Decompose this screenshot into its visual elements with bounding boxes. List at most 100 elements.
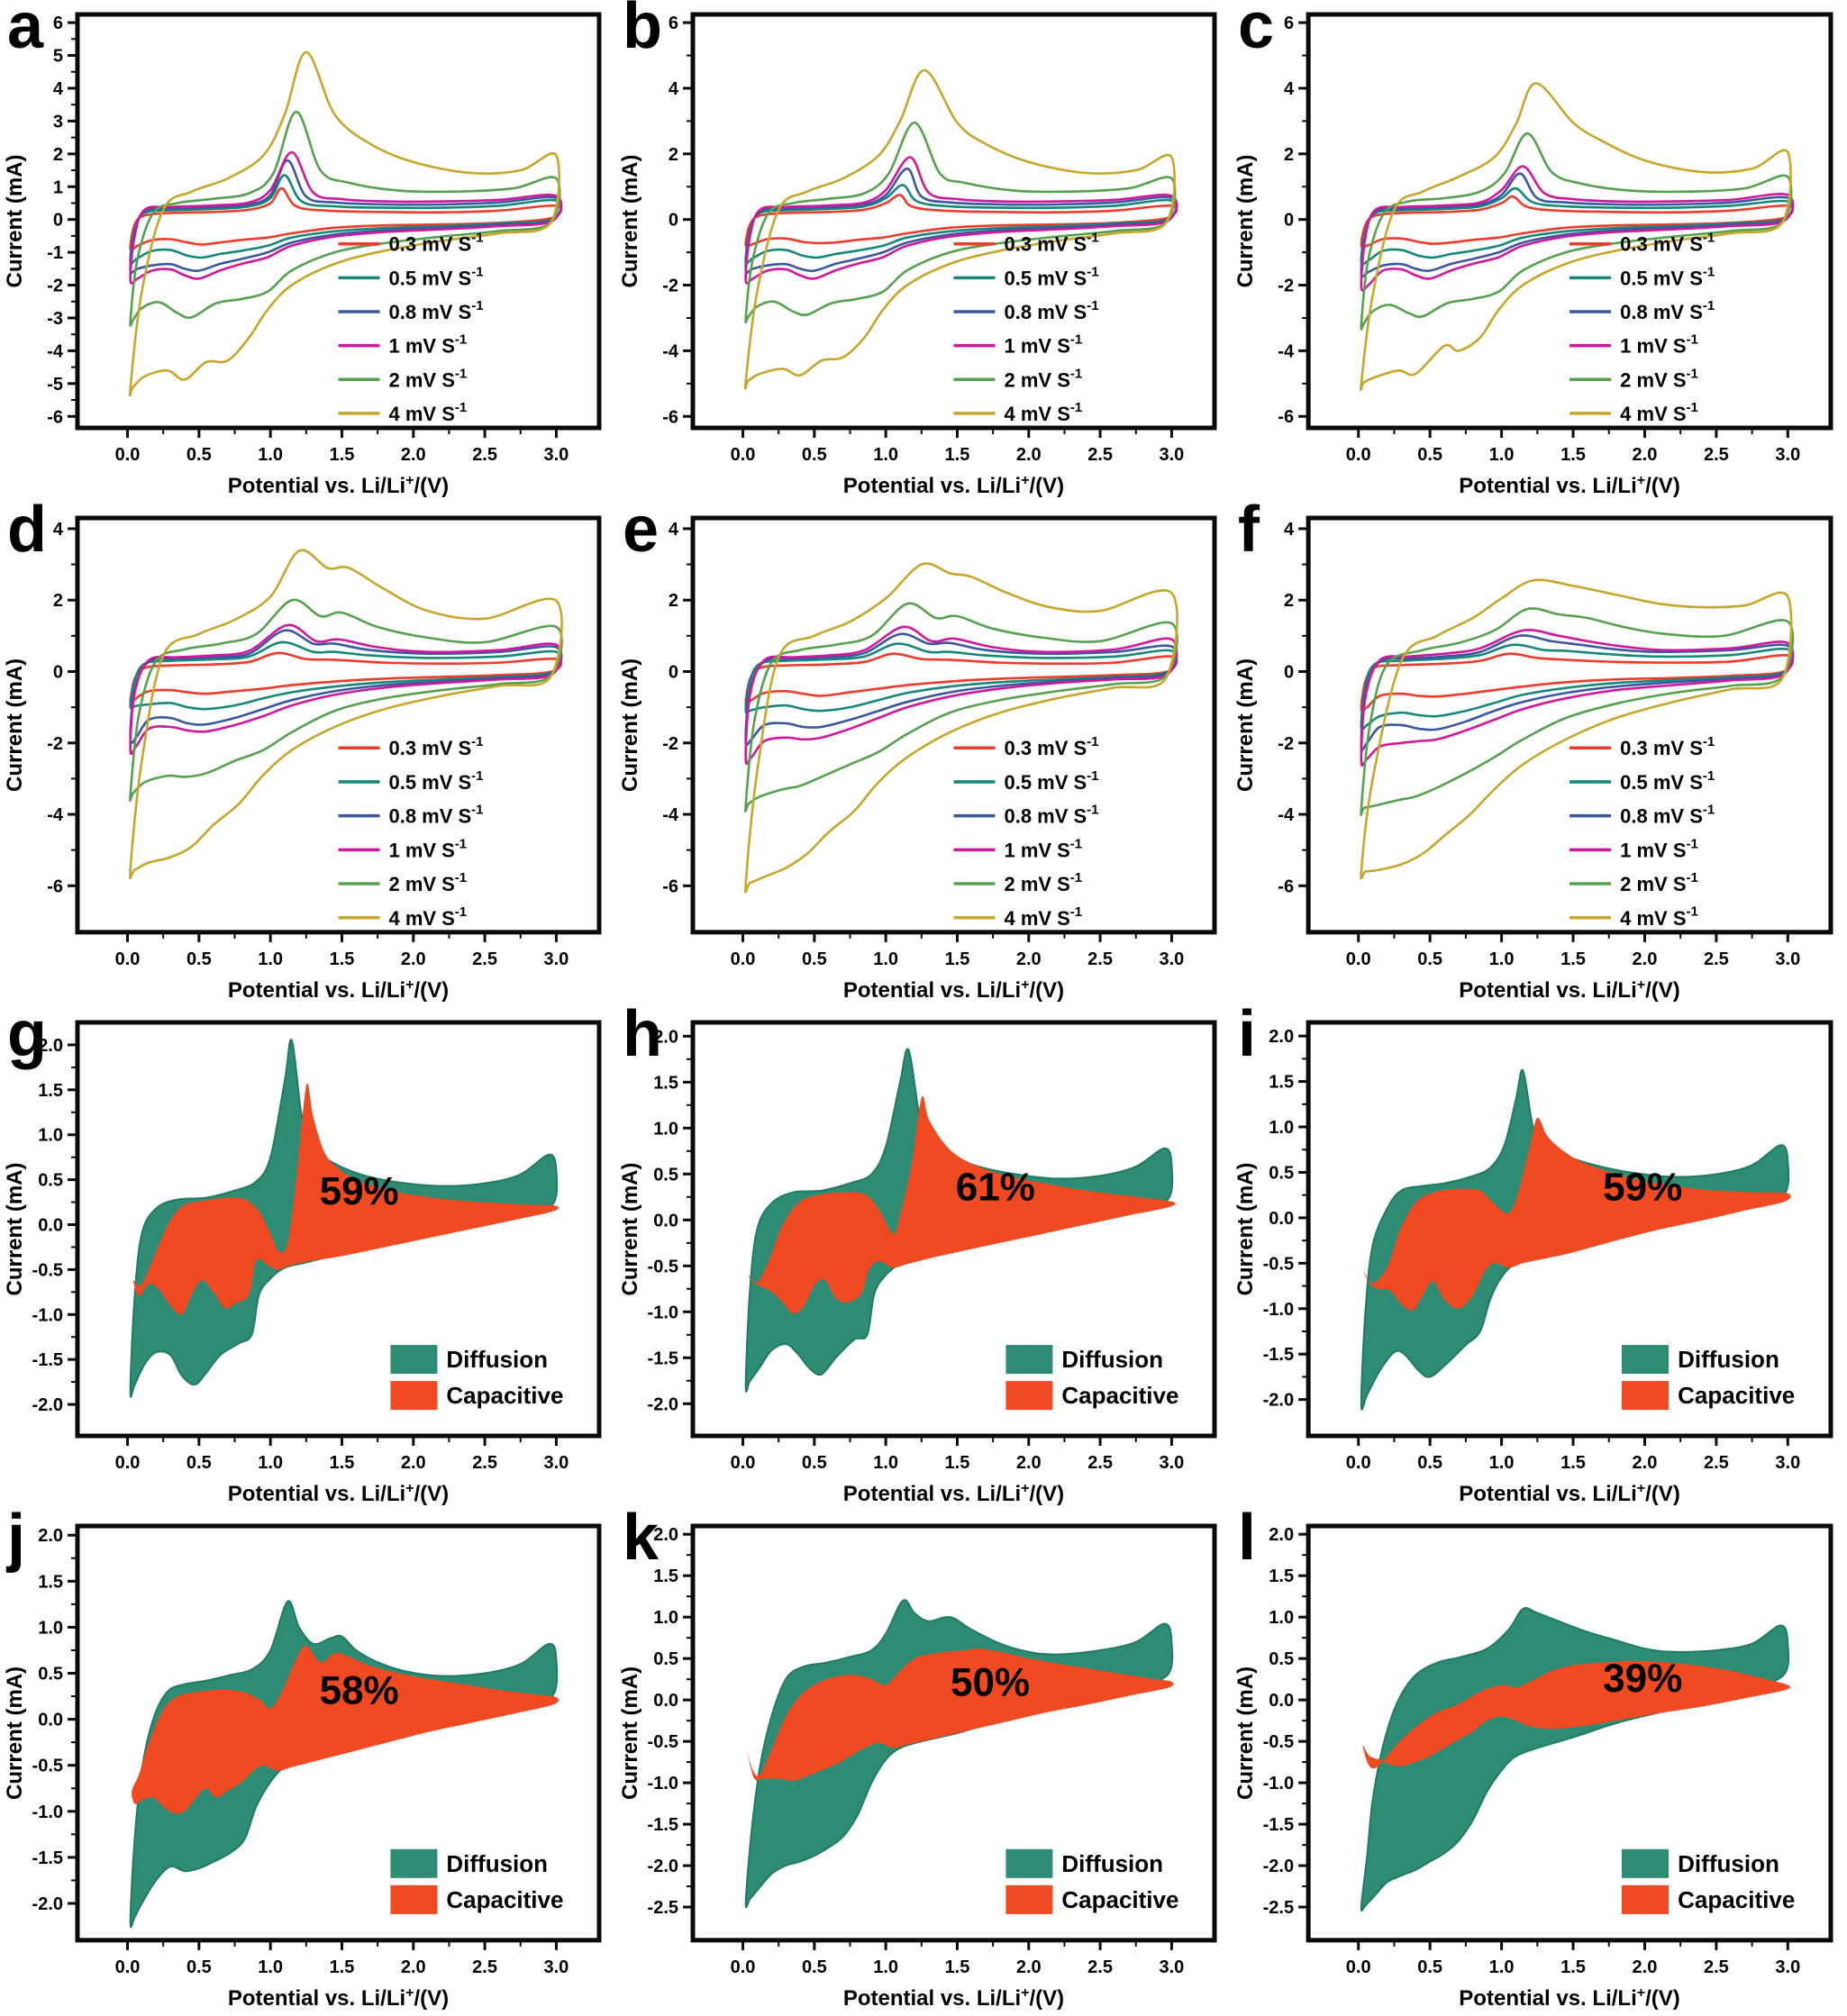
svg-text:-1.5: -1.5: [1263, 1345, 1294, 1365]
svg-text:-0.5: -0.5: [32, 1260, 63, 1280]
svg-text:-6: -6: [1278, 407, 1294, 427]
panel-g: g 59% 2.0 1.5 1.0 0.5 0.0 -0.5 -1.0 -1.5 -2.0 0.0 0.…: [0, 998, 615, 1512]
svg-text:-1.0: -1.0: [648, 1774, 678, 1794]
svg-text:Diffusion: Diffusion: [1061, 1850, 1163, 1877]
panel-letter-e: e: [623, 494, 660, 566]
svg-text:0.5 mV S-1: 0.5 mV S-1: [389, 264, 484, 289]
svg-text:1.5: 1.5: [330, 445, 355, 465]
svg-text:0.5 mV S-1: 0.5 mV S-1: [1620, 768, 1715, 794]
svg-text:0.8 mV S-1: 0.8 mV S-1: [1005, 803, 1099, 828]
svg-text:-1.0: -1.0: [1263, 1774, 1294, 1794]
svg-text:2: 2: [1284, 145, 1294, 165]
svg-text:0.5: 0.5: [802, 1453, 827, 1473]
svg-text:2 mV S-1: 2 mV S-1: [388, 870, 467, 895]
svg-text:Current (mA): Current (mA): [3, 155, 27, 288]
svg-text:0: 0: [669, 211, 678, 231]
svg-text:Diffusion: Diffusion: [1678, 1850, 1779, 1877]
svg-text:2: 2: [669, 145, 678, 165]
svg-text:1.0: 1.0: [873, 949, 898, 969]
svg-text:Potential vs. Li/Li+/(V): Potential vs. Li/Li+/(V): [228, 977, 449, 1003]
dc-chart-l: 39% 2.0 1.5 1.0 0.5 0.0 -0.5 -1.0 -1.5 -2.0 -2.5 0.…: [1233, 1523, 1833, 2011]
svg-text:1.0: 1.0: [258, 445, 283, 465]
svg-text:0.8 mV S-1: 0.8 mV S-1: [1005, 298, 1099, 323]
svg-text:4: 4: [53, 79, 64, 99]
svg-text:0.0: 0.0: [115, 1957, 141, 1977]
svg-text:1.5: 1.5: [38, 1081, 63, 1101]
svg-text:-2.0: -2.0: [648, 1857, 678, 1876]
svg-text:2.5: 2.5: [472, 1957, 497, 1977]
svg-text:2.0: 2.0: [38, 1526, 63, 1546]
svg-text:3.0: 3.0: [1775, 949, 1800, 969]
svg-text:0.3 mV S-1: 0.3 mV S-1: [389, 231, 484, 256]
svg-text:Current (mA): Current (mA): [1233, 658, 1258, 792]
svg-text:-1.5: -1.5: [648, 1349, 678, 1368]
svg-text:58%: 58%: [320, 1669, 399, 1713]
svg-text:1.5: 1.5: [330, 949, 355, 969]
svg-text:0.5: 0.5: [802, 949, 827, 969]
svg-text:1.5: 1.5: [945, 445, 970, 465]
svg-text:0: 0: [53, 662, 63, 682]
svg-text:Potential vs. Li/Li+/(V): Potential vs. Li/Li+/(V): [843, 473, 1064, 498]
svg-text:1.5: 1.5: [1269, 1073, 1294, 1093]
panel-c: c 6 4 2 0 -2 -4 -6 0.0 0.5 1.0 1.5 2.0 2.5 3.0 Current …: [1231, 0, 1847, 504]
svg-text:-2.0: -2.0: [32, 1395, 63, 1415]
svg-text:-0.5: -0.5: [32, 1757, 63, 1776]
svg-text:-4: -4: [47, 341, 64, 361]
svg-text:1.5: 1.5: [945, 949, 970, 969]
panel-letter-l: l: [1238, 1502, 1257, 1574]
svg-text:1.5: 1.5: [653, 1073, 678, 1093]
svg-text:0: 0: [669, 662, 678, 682]
svg-text:1.5: 1.5: [945, 1957, 970, 1977]
svg-text:2.5: 2.5: [1704, 949, 1729, 969]
svg-text:Current (mA): Current (mA): [618, 155, 642, 288]
svg-text:Potential vs. Li/Li+/(V): Potential vs. Li/Li+/(V): [843, 977, 1064, 1003]
svg-text:2 mV S-1: 2 mV S-1: [389, 366, 468, 391]
svg-text:Diffusion: Diffusion: [1061, 1346, 1163, 1373]
svg-text:0.5: 0.5: [1417, 1957, 1442, 1977]
svg-text:0.0: 0.0: [731, 1957, 756, 1977]
svg-text:Potential vs. Li/Li+/(V): Potential vs. Li/Li+/(V): [1459, 473, 1680, 498]
svg-text:Current (mA): Current (mA): [1233, 1666, 1258, 1800]
dc-chart-g: 59% 2.0 1.5 1.0 0.5 0.0 -0.5 -1.0 -1.5 -2.0 0.0 0.5…: [3, 1020, 602, 1506]
svg-text:Capacitive: Capacitive: [1061, 1382, 1178, 1409]
svg-text:4 mV S-1: 4 mV S-1: [389, 400, 468, 425]
svg-text:0.5: 0.5: [1417, 1453, 1442, 1473]
svg-text:Current (mA): Current (mA): [618, 1163, 642, 1296]
svg-text:-6: -6: [662, 876, 678, 896]
svg-text:-1.0: -1.0: [1263, 1300, 1294, 1320]
svg-text:1.0: 1.0: [653, 1119, 678, 1139]
svg-text:-1.5: -1.5: [648, 1815, 678, 1835]
svg-text:2 mV S-1: 2 mV S-1: [1620, 366, 1698, 391]
svg-text:0.3 mV S-1: 0.3 mV S-1: [388, 734, 483, 759]
svg-text:2.0: 2.0: [1269, 1027, 1294, 1047]
svg-text:4: 4: [1284, 79, 1295, 99]
svg-text:0.5: 0.5: [653, 1165, 678, 1185]
svg-text:-2: -2: [47, 277, 63, 296]
svg-text:-1.5: -1.5: [32, 1848, 63, 1868]
svg-text:2.0: 2.0: [1016, 1453, 1042, 1473]
svg-text:2.0: 2.0: [1016, 949, 1042, 969]
svg-text:0.0: 0.0: [115, 949, 141, 969]
svg-text:3.0: 3.0: [544, 1453, 569, 1473]
svg-text:Current (mA): Current (mA): [618, 658, 642, 792]
svg-text:-1.5: -1.5: [1263, 1815, 1294, 1835]
panel-b: b 6 4 2 0 -2 -4 -6 0.0 0.5 1.0 1.5 2.0 2.5 3.0 Current …: [615, 0, 1231, 504]
svg-text:-2: -2: [1278, 277, 1294, 296]
cv-chart-d: 4 2 0 -2 -4 -6 0.0 0.5 1.0 1.5 2.0 2.5 3.0 Current (m…: [3, 515, 602, 1003]
svg-text:0.0: 0.0: [1346, 1957, 1371, 1977]
svg-text:0.5: 0.5: [187, 949, 212, 969]
svg-text:3.0: 3.0: [544, 1957, 569, 1977]
svg-text:2.0: 2.0: [1633, 1957, 1658, 1977]
cv-chart-c: 6 4 2 0 -2 -4 -6 0.0 0.5 1.0 1.5 2.0 2.5 3.0 Current (…: [1233, 12, 1833, 498]
svg-text:Capacitive: Capacitive: [1678, 1382, 1795, 1409]
svg-text:1.5: 1.5: [653, 1566, 678, 1586]
panel-d: d 4 2 0 -2 -4 -6 0.0 0.5 1.0 1.5 2.0 2.5 3.0 Current (…: [0, 494, 615, 1008]
svg-text:2.5: 2.5: [472, 445, 497, 465]
svg-text:Capacitive: Capacitive: [1061, 1886, 1178, 1913]
svg-text:-2.0: -2.0: [1263, 1391, 1294, 1411]
svg-text:0: 0: [1284, 211, 1294, 231]
svg-text:Current (mA): Current (mA): [3, 1666, 27, 1800]
svg-text:0.5: 0.5: [653, 1649, 678, 1669]
panel-l: l 39% 2.0 1.5 1.0 0.5 0.0 -0.5 -1.0 -1.5 -2.0 -2.5 0…: [1231, 1502, 1847, 2016]
svg-text:2.0: 2.0: [653, 1525, 678, 1545]
